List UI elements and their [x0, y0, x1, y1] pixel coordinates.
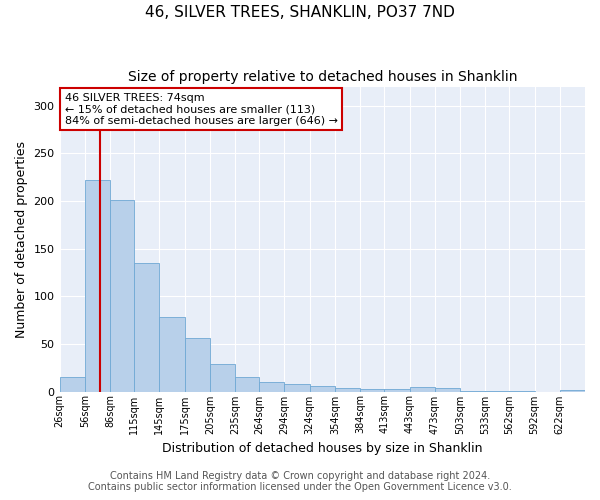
Bar [385, 388, 410, 392]
Bar [360, 388, 385, 392]
Bar [235, 377, 259, 392]
Bar [460, 390, 485, 392]
Bar [335, 388, 360, 392]
Text: Contains HM Land Registry data © Crown copyright and database right 2024.
Contai: Contains HM Land Registry data © Crown c… [88, 471, 512, 492]
Bar [259, 382, 284, 392]
Y-axis label: Number of detached properties: Number of detached properties [15, 140, 28, 338]
Text: 46, SILVER TREES, SHANKLIN, PO37 7ND: 46, SILVER TREES, SHANKLIN, PO37 7ND [145, 5, 455, 20]
Bar [85, 180, 110, 392]
Bar [185, 338, 210, 392]
Bar [160, 317, 185, 392]
Bar [310, 386, 335, 392]
Bar [509, 390, 535, 392]
Bar [284, 384, 310, 392]
Bar [485, 390, 509, 392]
Title: Size of property relative to detached houses in Shanklin: Size of property relative to detached ho… [128, 70, 517, 84]
Bar [210, 364, 235, 392]
Bar [110, 200, 134, 392]
Bar [59, 377, 85, 392]
Bar [410, 386, 435, 392]
Text: 46 SILVER TREES: 74sqm
← 15% of detached houses are smaller (113)
84% of semi-de: 46 SILVER TREES: 74sqm ← 15% of detached… [65, 92, 338, 126]
Bar [134, 263, 160, 392]
Bar [435, 388, 460, 392]
Bar [560, 390, 585, 392]
X-axis label: Distribution of detached houses by size in Shanklin: Distribution of detached houses by size … [162, 442, 482, 455]
